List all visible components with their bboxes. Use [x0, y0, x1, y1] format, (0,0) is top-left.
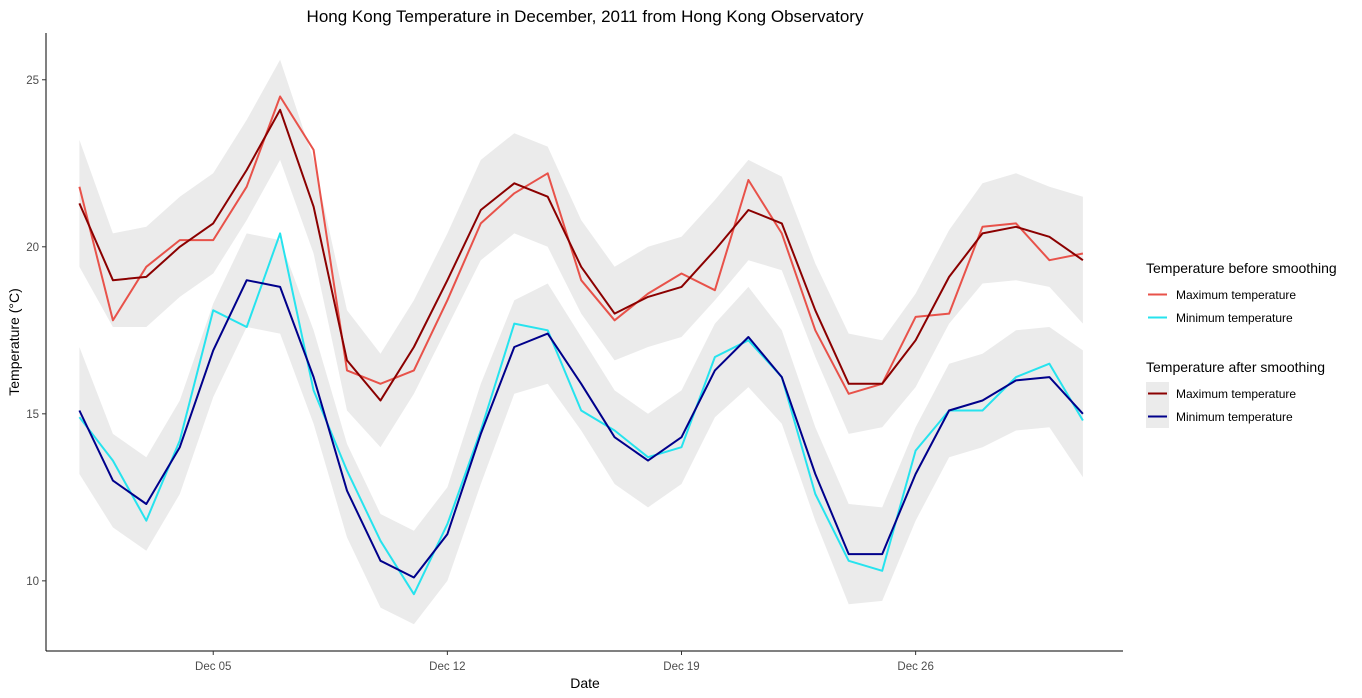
- legend-title-after: Temperature after smoothing: [1146, 359, 1325, 375]
- x-axis-ticks: Dec 05 Dec 12 Dec 19 Dec 26: [195, 651, 934, 673]
- chart-title: Hong Kong Temperature in December, 2011 …: [307, 7, 864, 26]
- x-tick-label: Dec 26: [897, 661, 933, 673]
- series-line-max-after: [78, 108, 1084, 402]
- confidence-band-max: [79, 59, 1083, 448]
- legend: Temperature before smoothing Maximum temp…: [1146, 260, 1337, 428]
- series-line-max-before: [78, 95, 1084, 395]
- y-axis-ticks: 10 15 20 25: [26, 75, 46, 588]
- confidence-bands: [79, 59, 1083, 625]
- y-tick-label: 20: [26, 242, 39, 254]
- y-tick-label: 25: [26, 75, 39, 87]
- legend-label: Minimum temperature: [1176, 311, 1293, 325]
- series-lines: [78, 95, 1084, 596]
- legend-label: Maximum temperature: [1176, 288, 1296, 302]
- series-line-min-before: [78, 232, 1084, 596]
- x-tick-label: Dec 12: [429, 661, 465, 673]
- y-tick-label: 15: [26, 409, 39, 421]
- legend-label: Maximum temperature: [1176, 387, 1296, 401]
- legend-title-before: Temperature before smoothing: [1146, 260, 1337, 276]
- y-axis-title: Temperature (°C): [6, 288, 22, 396]
- series-line-min-after: [78, 279, 1084, 579]
- legend-label: Minimum temperature: [1176, 410, 1293, 424]
- x-tick-label: Dec 19: [663, 661, 699, 673]
- x-axis-title: Date: [570, 675, 600, 691]
- y-tick-label: 10: [26, 576, 39, 588]
- x-tick-label: Dec 05: [195, 661, 231, 673]
